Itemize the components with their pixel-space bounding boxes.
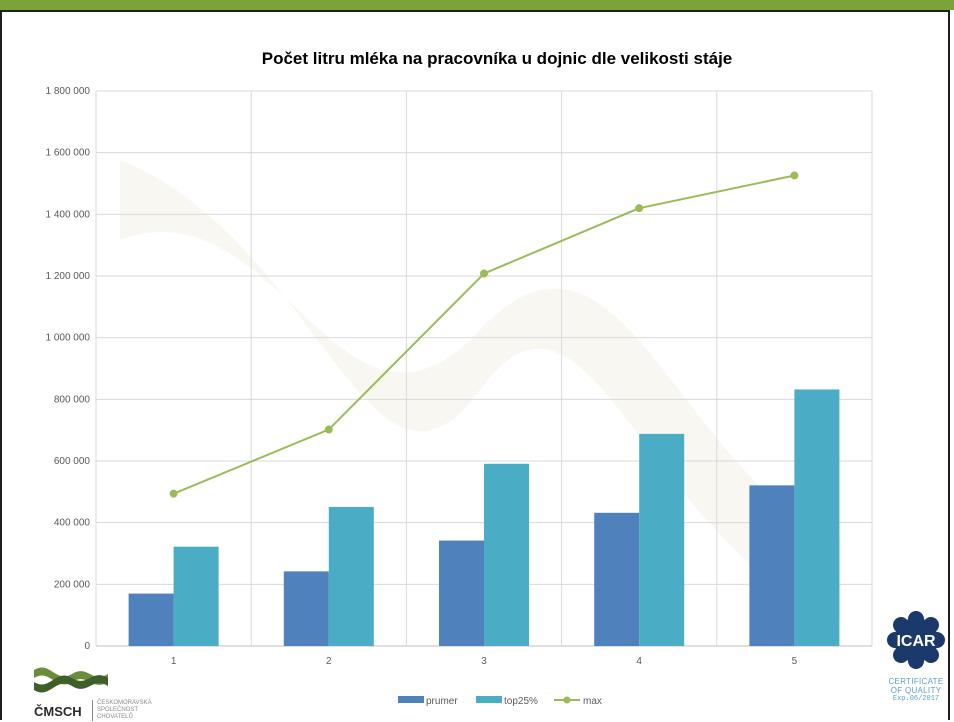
legend-swatch <box>476 696 502 703</box>
y-tick-label: 600 000 <box>54 456 91 467</box>
point-max <box>480 269 488 278</box>
x-tick-label: 1 <box>171 656 177 667</box>
x-tick-label: 4 <box>636 656 642 667</box>
top-accent-bar <box>0 0 954 10</box>
bar-prumer <box>749 485 795 646</box>
legend-marker <box>563 696 571 704</box>
icar-seal-text: ICAR <box>896 633 936 650</box>
y-tick-label: 800 000 <box>54 394 91 405</box>
bar-prumer <box>594 512 640 646</box>
point-max <box>790 171 799 180</box>
cmsch-logo-subtitle: ČESKOMORAVSKÁ SPOLEČNOST CHOVATELŮ <box>92 700 152 721</box>
grid <box>95 90 873 647</box>
cmsch-sub-line: ČESKOMORAVSKÁ <box>97 700 152 706</box>
bars <box>128 389 840 646</box>
bar-prumer <box>283 571 329 646</box>
legend-label: top25% <box>504 696 538 707</box>
bar-top25pct <box>639 433 685 646</box>
icar-badge: ICAR CERTIFICATE OF QUALITY Exp.06/2017 <box>884 610 948 720</box>
y-tick-label: 400 000 <box>54 518 91 529</box>
legend-swatch <box>398 696 424 703</box>
x-tick-label: 2 <box>326 656 332 667</box>
legend: prumer top25% max <box>398 696 602 707</box>
bar-top25pct <box>173 546 219 646</box>
icar-certificate-line2: OF QUALITY <box>890 686 942 695</box>
bar-top25pct <box>328 506 374 646</box>
icar-seal-icon: ICAR <box>887 611 945 669</box>
y-tick-label: 1 000 000 <box>46 333 91 344</box>
bar-top25pct <box>484 463 529 646</box>
bar-prumer <box>128 593 174 646</box>
x-tick-label: 3 <box>481 656 487 667</box>
point-max <box>324 425 333 434</box>
y-tick-label: 0 <box>84 641 90 652</box>
watermark-logo-icon <box>120 160 840 620</box>
cmsch-logo-name: ČMSCH <box>34 704 82 719</box>
line-max <box>173 174 795 495</box>
cmsch-logo-icon <box>34 667 108 693</box>
y-axis: 0 200 000 400 000 600 000 800 000 1 000 000 1 … <box>46 86 91 652</box>
icar-certificate-line1: CERTIFICATE <box>888 677 944 686</box>
legend-label: prumer <box>426 696 458 707</box>
cmsch-sub-line: SPOLEČNOST <box>97 707 139 713</box>
chart-title: Počet litru mléka na pracovníka u dojnic… <box>262 49 733 68</box>
x-tick-label: 5 <box>792 656 798 667</box>
y-tick-label: 1 600 000 <box>46 148 91 159</box>
x-axis: 1 2 3 4 5 <box>171 656 798 667</box>
bar-top25pct <box>794 389 840 646</box>
y-tick-label: 1 400 000 <box>46 209 91 220</box>
point-max <box>635 204 644 213</box>
bar-prumer <box>439 540 484 646</box>
cmsch-sub-line: CHOVATELŮ <box>97 714 133 720</box>
max-line <box>169 171 799 498</box>
y-tick-label: 200 000 <box>54 579 91 590</box>
legend-label: max <box>583 696 602 707</box>
slide-frame <box>0 10 950 720</box>
point-max <box>169 489 178 498</box>
y-tick-label: 1 800 000 <box>46 86 91 97</box>
icar-expiry: Exp.06/2017 <box>892 695 940 703</box>
y-tick-label: 1 200 000 <box>46 271 91 282</box>
